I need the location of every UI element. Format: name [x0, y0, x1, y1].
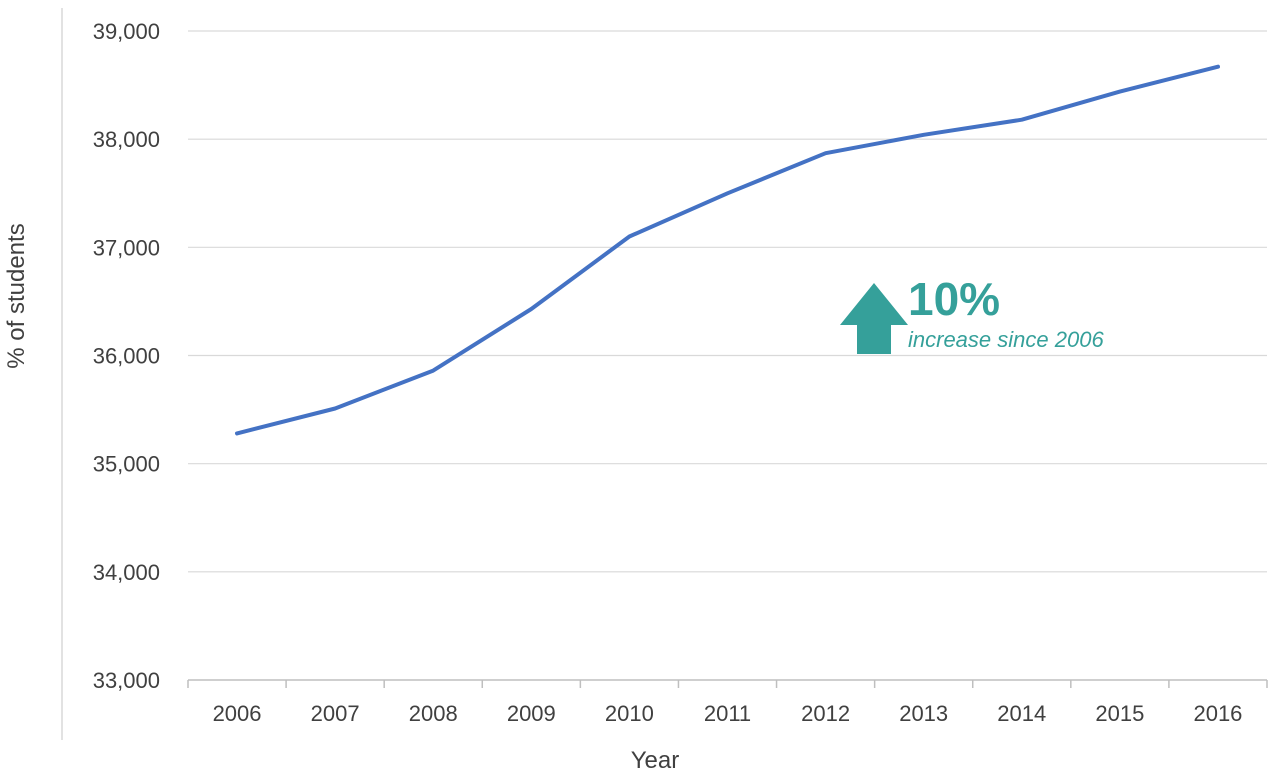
x-tick-label: 2007: [311, 701, 360, 726]
x-tick-label: 2016: [1193, 701, 1242, 726]
y-tick-label: 39,000: [93, 19, 160, 44]
x-tick-label: 2009: [507, 701, 556, 726]
y-tick-label: 35,000: [93, 452, 160, 477]
y-tick-label: 34,000: [93, 560, 160, 585]
x-axis-title: Year: [631, 747, 680, 774]
increase-callout: 10% increase since 2006: [840, 273, 1104, 354]
x-tick-label: 2008: [409, 701, 458, 726]
x-tick-label: 2010: [605, 701, 654, 726]
callout-text: increase since 2006: [908, 327, 1104, 352]
x-tick-label: 2014: [997, 701, 1046, 726]
x-tick-label: 2006: [213, 701, 262, 726]
up-arrow-icon: [840, 283, 908, 354]
x-tick-label: 2012: [801, 701, 850, 726]
y-axis-tick-labels: 33,000 34,000 35,000 36,000 37,000 38,000 39,0…: [93, 19, 160, 693]
y-tick-label: 38,000: [93, 127, 160, 152]
y-axis-title: % of students: [3, 223, 30, 368]
y-tick-label: 36,000: [93, 344, 160, 369]
y-tick-label: 33,000: [93, 668, 160, 693]
x-tick-label: 2013: [899, 701, 948, 726]
x-axis-tick-labels: 2006 2007 2008 2009 2010 2011 2012 2013 2014 2015…: [213, 701, 1243, 726]
y-tick-label: 37,000: [93, 235, 160, 260]
x-tick-label: 2011: [704, 701, 751, 726]
callout-headline: 10%: [908, 273, 1000, 325]
gridlines: [188, 30, 1267, 573]
x-axis: [187, 679, 1268, 688]
series-group: [235, 64, 1220, 436]
x-tick-label: 2015: [1095, 701, 1144, 726]
series-line: [235, 64, 1220, 436]
